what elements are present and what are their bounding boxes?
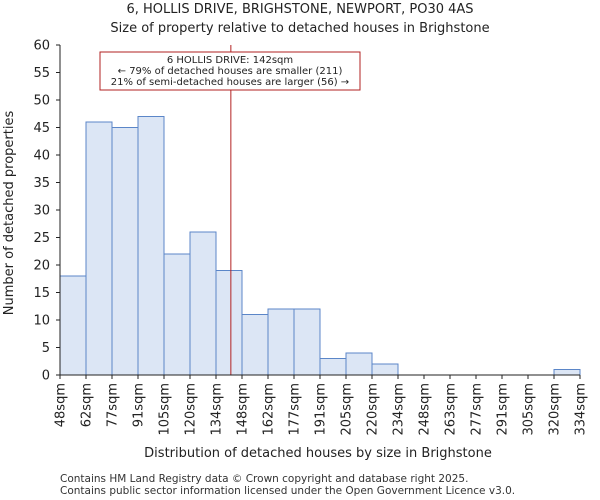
y-tick-label: 20 bbox=[33, 259, 50, 274]
x-axis-label: Distribution of detached houses by size … bbox=[144, 446, 492, 461]
y-tick-label: 15 bbox=[33, 286, 50, 301]
histogram-bar bbox=[85, 121, 113, 376]
y-tick-label: 30 bbox=[33, 204, 50, 219]
annotation-line-3: 21% of semi-detached houses are larger (… bbox=[111, 77, 349, 88]
x-tick-label: 334sqm bbox=[574, 383, 589, 436]
x-tick-label: 177sqm bbox=[288, 383, 303, 436]
histogram-bar bbox=[137, 116, 165, 376]
histogram-bar bbox=[319, 358, 347, 376]
x-tick-label: 205sqm bbox=[340, 383, 355, 436]
y-tick-label: 60 bbox=[33, 39, 50, 54]
histogram-bar bbox=[189, 231, 217, 376]
x-tick-label: 220sqm bbox=[366, 383, 381, 436]
histogram-bar bbox=[163, 253, 191, 376]
x-tick-label: 62sqm bbox=[80, 383, 95, 427]
histogram-bar bbox=[111, 127, 139, 376]
y-tick-label: 40 bbox=[33, 149, 50, 164]
x-tick-label: 263sqm bbox=[444, 383, 459, 436]
x-tick-label: 91sqm bbox=[132, 383, 147, 427]
histogram-bar bbox=[345, 352, 373, 376]
x-tick-label: 134sqm bbox=[210, 383, 225, 436]
chart-title: 6, HOLLIS DRIVE, BRIGHSTONE, NEWPORT, PO… bbox=[126, 2, 473, 17]
histogram-bar bbox=[241, 314, 269, 376]
x-tick-label: 162sqm bbox=[262, 383, 277, 436]
x-tick-label: 77sqm bbox=[106, 383, 121, 427]
chart-subtitle: Size of property relative to detached ho… bbox=[110, 21, 489, 36]
footer-line-1: Contains HM Land Registry data © Crown c… bbox=[60, 473, 468, 485]
y-tick-label: 5 bbox=[42, 341, 50, 356]
y-tick-label: 55 bbox=[33, 66, 50, 81]
histogram-bar bbox=[267, 308, 295, 376]
histogram-bar bbox=[371, 363, 399, 376]
y-tick-label: 10 bbox=[33, 314, 50, 329]
histogram-bar bbox=[293, 308, 321, 376]
y-tick-label: 25 bbox=[33, 231, 50, 246]
y-tick-label: 0 bbox=[42, 369, 50, 384]
x-tick-label: 120sqm bbox=[184, 383, 199, 436]
x-tick-label: 291sqm bbox=[496, 383, 511, 436]
x-tick-label: 234sqm bbox=[392, 383, 407, 436]
y-tick-label: 45 bbox=[33, 121, 50, 136]
annotation-line-1: 6 HOLLIS DRIVE: 142sqm bbox=[167, 55, 293, 66]
x-tick-label: 105sqm bbox=[158, 383, 173, 436]
x-tick-label: 277sqm bbox=[470, 383, 485, 436]
x-tick-label: 305sqm bbox=[522, 383, 537, 436]
annotation-border bbox=[99, 51, 361, 91]
histogram-bar bbox=[553, 369, 581, 376]
y-tick-label: 50 bbox=[33, 94, 50, 109]
x-tick-label: 248sqm bbox=[418, 383, 433, 436]
x-tick-label: 320sqm bbox=[548, 383, 563, 436]
annotation-line-2: ← 79% of detached houses are smaller (21… bbox=[118, 66, 343, 77]
y-tick-label: 35 bbox=[33, 176, 50, 191]
footer-line-2: Contains public sector information licen… bbox=[60, 485, 515, 497]
x-tick-label: 191sqm bbox=[314, 383, 329, 436]
histogram-bar bbox=[59, 275, 87, 376]
histogram-bar bbox=[215, 270, 243, 376]
annotation-box: 6 HOLLIS DRIVE: 142sqm ← 79% of detached… bbox=[99, 51, 361, 91]
x-tick-label: 48sqm bbox=[54, 383, 69, 427]
y-axis-label: Number of detached properties bbox=[2, 111, 17, 316]
x-tick-label: 148sqm bbox=[236, 383, 251, 436]
plot-area: 0 5 10 15 20 25 30 35 40 45 50 55 60 48sqm 62sqm 77sqm 9… bbox=[33, 39, 588, 436]
